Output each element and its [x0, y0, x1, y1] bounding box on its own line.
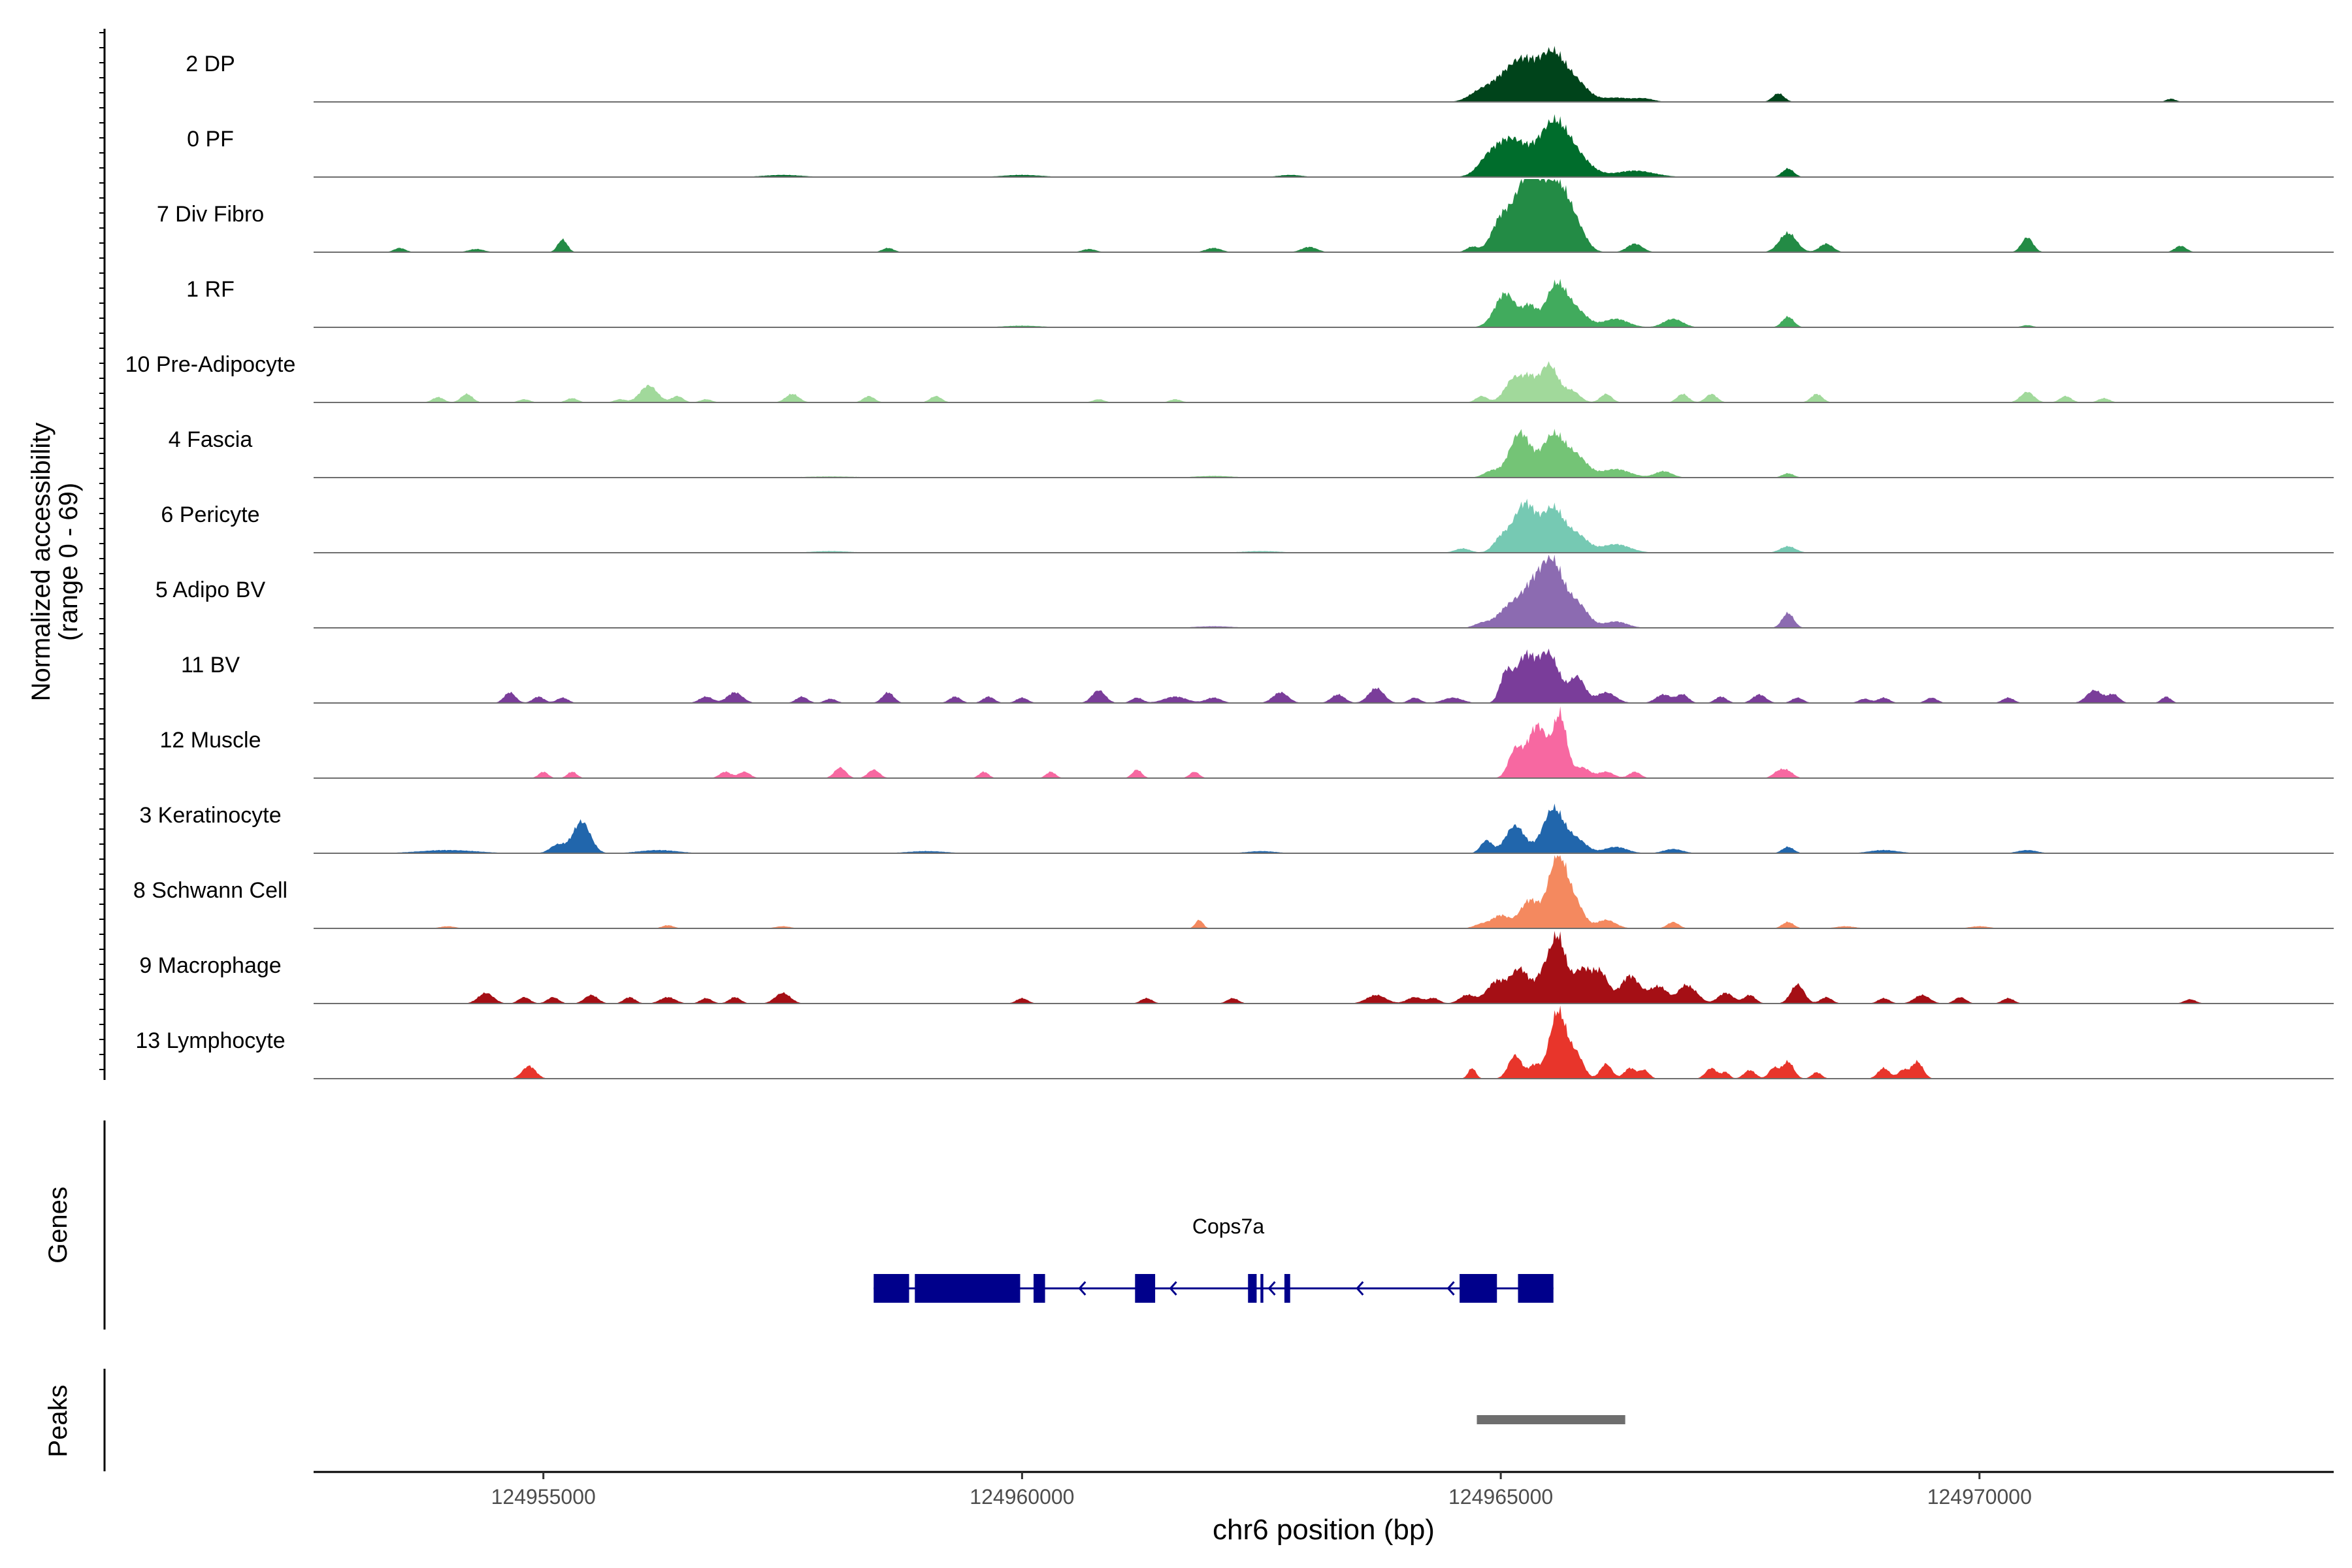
- track-14: 13 Lymphocyte: [135, 1005, 2334, 1079]
- track-label: 8 Schwann Cell: [133, 878, 287, 903]
- track-10: 12 Muscle: [160, 706, 2334, 779]
- coverage-area: [314, 930, 2334, 1004]
- track-4: 1 RF: [186, 277, 2334, 328]
- track-label: 10 Pre-Adipocyte: [125, 352, 296, 377]
- gene-exon: [915, 1274, 1021, 1303]
- track-label: 6 Pericyte: [161, 502, 259, 527]
- track-8: 5 Adipo BV: [155, 555, 2334, 629]
- gene-exon: [1460, 1274, 1497, 1303]
- coverage-area: [314, 179, 2334, 252]
- x-axis-title: chr6 position (bp): [1213, 1514, 1435, 1546]
- coverage-y-ticks: [99, 32, 105, 1070]
- track-3: 7 Div Fibro: [157, 179, 2334, 253]
- track-label: 1 RF: [186, 277, 235, 302]
- x-tick-label: 124970000: [1927, 1485, 2032, 1509]
- coverage-tracks: 2 DP 0 PF 7 Div Fibro 1 RF 10 Pre-Adipocyte 4…: [125, 46, 2334, 1079]
- track-label: 9 Macrophage: [139, 953, 281, 978]
- track-12: 8 Schwann Cell: [133, 855, 2334, 929]
- coverage-area: [314, 555, 2334, 628]
- track-label: 5 Adipo BV: [155, 578, 266, 602]
- track-label: 3 Keratinocyte: [139, 803, 281, 828]
- track-7: 6 Pericyte: [161, 498, 2334, 553]
- gene-exon: [1135, 1274, 1156, 1303]
- coverage-area: [314, 855, 2334, 928]
- coverage-area: [314, 114, 2334, 177]
- track-label: 12 Muscle: [160, 728, 261, 753]
- x-axis-ticks: 124955000 124960000 124965000 124970000: [491, 1472, 2032, 1509]
- strand-arrow-icon: [1267, 1281, 1276, 1296]
- track-label: 13 Lymphocyte: [135, 1028, 285, 1053]
- track-6: 4 Fascia: [169, 427, 2334, 478]
- track-label: 11 BV: [181, 653, 240, 678]
- track-label: 7 Div Fibro: [157, 202, 264, 227]
- x-tick-label: 124955000: [491, 1485, 596, 1509]
- gene-name-label: Cops7a: [1192, 1215, 1265, 1238]
- track-label: 0 PF: [187, 127, 234, 152]
- x-tick-label: 124960000: [970, 1485, 1074, 1509]
- coverage-area: [314, 278, 2334, 327]
- track-label: 2 DP: [186, 52, 235, 76]
- peak-track: [1477, 1415, 1625, 1424]
- track-9: 11 BV: [181, 648, 2334, 704]
- track-5: 10 Pre-Adipocyte: [125, 352, 2334, 403]
- coverage-area: [314, 1005, 2334, 1079]
- gene-exon: [874, 1274, 909, 1303]
- gene-exon: [1248, 1274, 1257, 1303]
- track-label: 4 Fascia: [169, 427, 253, 452]
- track-11: 3 Keratinocyte: [139, 803, 2334, 854]
- coverage-area: [314, 429, 2334, 478]
- peaks-track-label: Peaks: [44, 1384, 73, 1457]
- track-1: 2 DP: [186, 46, 2334, 103]
- gene-exon: [1518, 1274, 1554, 1303]
- strand-arrow-icon: [1446, 1281, 1455, 1296]
- strand-arrow-icon: [1169, 1281, 1177, 1296]
- gene-exon: [1260, 1274, 1264, 1303]
- genes-track-label: Genes: [44, 1186, 73, 1264]
- coverage-area: [314, 803, 2334, 853]
- coverage-area: [314, 46, 2334, 102]
- y-axis-title: Normalized accessibility: [27, 423, 56, 702]
- peak-region: [1477, 1415, 1625, 1424]
- coverage-area: [314, 361, 2334, 402]
- gene-exon: [1033, 1274, 1045, 1303]
- track-13: 9 Macrophage: [139, 930, 2334, 1004]
- y-axis-range: (range 0 - 69): [54, 483, 83, 641]
- track-2: 0 PF: [187, 114, 2334, 178]
- strand-arrow-icon: [1356, 1281, 1364, 1296]
- coverage-area: [314, 706, 2334, 778]
- gene-exon: [1284, 1274, 1290, 1303]
- strand-arrow-icon: [1078, 1281, 1086, 1296]
- gene-track: [874, 1274, 1554, 1303]
- coverage-area: [314, 498, 2334, 553]
- x-tick-label: 124965000: [1448, 1485, 1553, 1509]
- coverage-area: [314, 648, 2334, 703]
